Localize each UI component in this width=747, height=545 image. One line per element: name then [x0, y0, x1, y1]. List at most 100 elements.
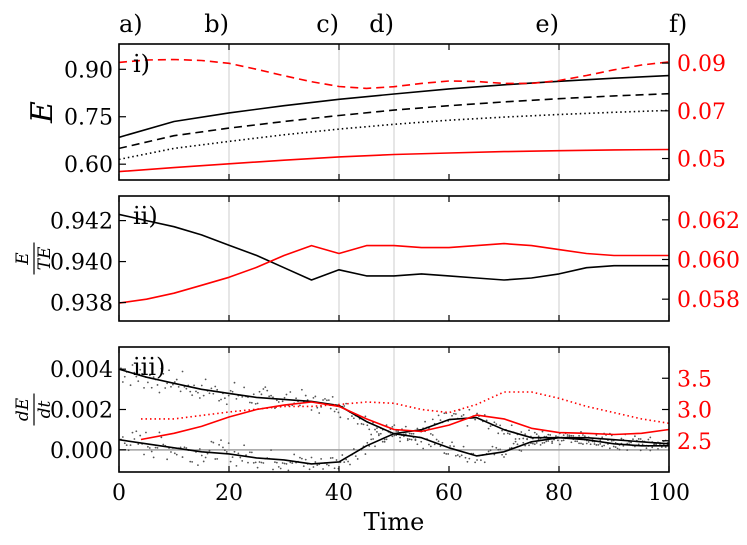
raw-sample-point — [516, 443, 519, 446]
raw-sample-point — [501, 429, 503, 432]
raw-sample-point — [156, 384, 159, 386]
raw-sample-point — [537, 435, 540, 438]
raw-sample-point — [641, 443, 644, 446]
raw-sample-point — [356, 458, 359, 460]
raw-sample-point — [146, 445, 149, 448]
plot-area — [119, 213, 669, 304]
raw-sample-point — [570, 434, 573, 437]
raw-sample-point — [385, 424, 388, 427]
raw-sample-point — [385, 438, 388, 441]
raw-sample-point — [123, 375, 126, 378]
raw-sample-point — [395, 430, 398, 432]
x-tick-label: 60 — [435, 481, 463, 506]
raw-sample-point — [252, 393, 255, 396]
raw-sample-point — [204, 456, 207, 459]
raw-sample-point — [370, 438, 373, 441]
raw-sample-point — [139, 368, 142, 371]
raw-sample-point — [150, 450, 153, 453]
raw-sample-point — [256, 466, 259, 469]
raw-sample-point — [547, 433, 550, 436]
raw-sample-point — [374, 445, 376, 448]
raw-sample-point — [329, 457, 332, 459]
raw-sample-point — [275, 461, 278, 464]
raw-sample-point — [618, 448, 621, 451]
raw-sample-point — [460, 454, 463, 457]
raw-sample-point — [191, 460, 194, 463]
raw-sample-point — [300, 388, 303, 391]
raw-sample-point — [304, 394, 307, 397]
raw-sample-point — [435, 438, 438, 441]
raw-sample-point — [310, 456, 313, 459]
raw-sample-point — [204, 378, 207, 381]
x-axis: 0 20 40 60 80 100 Time — [112, 481, 690, 536]
raw-sample-point — [260, 393, 263, 396]
raw-sample-point — [566, 434, 569, 436]
raw-sample-point — [499, 448, 502, 451]
raw-sample-point — [603, 444, 605, 447]
raw-sample-point — [223, 397, 226, 400]
raw-sample-point — [410, 432, 413, 435]
raw-sample-point — [333, 467, 336, 470]
raw-sample-point — [632, 438, 634, 441]
raw-sample-point — [408, 432, 411, 435]
raw-sample-point — [308, 468, 311, 471]
raw-sample-point — [560, 439, 563, 442]
raw-sample-point — [143, 386, 145, 389]
raw-sample-point — [256, 402, 259, 405]
raw-sample-point — [541, 430, 544, 433]
raw-sample-point — [599, 439, 602, 442]
raw-sample-point — [233, 450, 236, 453]
raw-sample-point — [364, 453, 367, 455]
raw-sample-point — [362, 423, 365, 426]
panel-frame — [118, 43, 670, 181]
y-tick-label-right: 2.5 — [677, 430, 712, 455]
raw-sample-point — [283, 396, 286, 399]
raw-sample-point — [181, 456, 184, 458]
x-axis-label: Time — [364, 508, 425, 536]
raw-sample-point — [258, 390, 261, 393]
raw-sample-point — [314, 395, 317, 398]
raw-sample-point — [227, 442, 230, 445]
raw-sample-point — [572, 434, 575, 437]
panel-frame — [118, 195, 670, 322]
raw-sample-point — [131, 431, 134, 434]
raw-sample-point — [597, 443, 600, 446]
raw-sample-point — [285, 463, 288, 465]
event-labels: a) b) c) d) e) f) — [119, 10, 687, 38]
raw-sample-point — [639, 438, 642, 440]
raw-sample-point — [506, 432, 509, 435]
raw-sample-point — [189, 460, 192, 463]
raw-sample-point — [343, 405, 346, 407]
raw-sample-point — [645, 447, 648, 450]
raw-sample-point — [653, 443, 656, 446]
raw-sample-point — [210, 387, 213, 390]
raw-sample-point — [314, 461, 317, 463]
raw-sample-point — [547, 440, 550, 442]
raw-sample-point — [514, 440, 517, 443]
raw-sample-point — [333, 410, 336, 413]
raw-sample-point — [300, 457, 303, 460]
raw-sample-point — [331, 457, 334, 459]
raw-sample-point — [431, 418, 434, 421]
raw-sample-point — [660, 446, 663, 448]
raw-sample-point — [270, 449, 272, 452]
raw-sample-point — [585, 442, 588, 445]
raw-sample-point — [562, 434, 565, 436]
raw-sample-point — [551, 440, 554, 443]
raw-sample-point — [312, 396, 315, 399]
raw-sample-point — [428, 443, 430, 446]
raw-sample-point — [612, 445, 615, 448]
raw-sample-point — [198, 448, 201, 450]
raw-sample-point — [416, 427, 419, 430]
raw-sample-point — [349, 463, 351, 466]
raw-sample-point — [416, 443, 419, 446]
raw-sample-point — [480, 459, 482, 462]
raw-sample-point — [247, 461, 249, 464]
raw-sample-point — [197, 391, 199, 394]
series-line-black-dashed — [119, 92, 669, 150]
raw-sample-point — [541, 442, 544, 444]
raw-sample-point — [164, 387, 167, 389]
y-tick-label-right: 0.09 — [677, 52, 726, 77]
raw-sample-point — [491, 445, 494, 448]
raw-sample-point — [289, 461, 292, 464]
